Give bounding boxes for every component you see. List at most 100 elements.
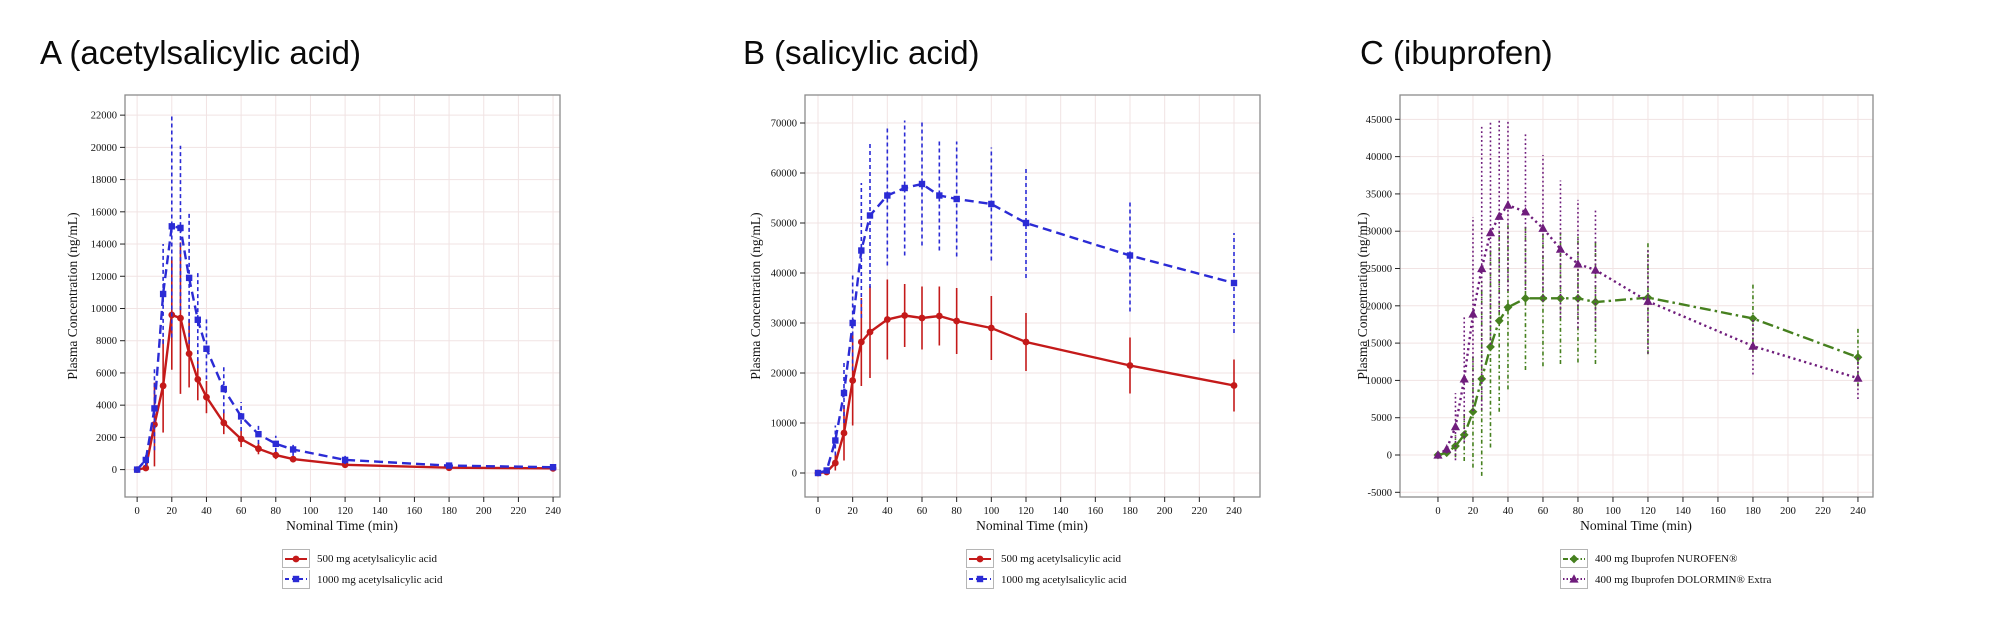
x-tick-label: 160 — [407, 506, 423, 517]
chart-b-xlabel: Nominal Time (min) — [976, 518, 1088, 533]
x-tick-label: 80 — [271, 506, 282, 517]
legend-triangle-marker-icon — [1560, 570, 1588, 589]
x-tick-label: 100 — [983, 506, 999, 517]
legend-item: 1000 mg acetylsalicylic acid — [966, 569, 1127, 590]
y-tick-label: 45000 — [1366, 115, 1392, 126]
legend-label: 500 mg acetylsalicylic acid — [317, 552, 438, 565]
plot-border — [1399, 94, 1874, 498]
y-tick-label: 40000 — [1366, 152, 1392, 163]
x-tick-label: 100 — [303, 506, 319, 517]
y-tick-label: 5000 — [1371, 413, 1392, 424]
legend-item: 500 mg acetylsalicylic acid — [282, 548, 443, 569]
x-tick-label: 160 — [1087, 506, 1103, 517]
y-tick-label: 4000 — [96, 401, 117, 412]
y-tick-label: 60000 — [771, 169, 797, 180]
x-tick-label: 60 — [917, 506, 928, 517]
legend-square-marker-icon — [966, 570, 994, 589]
y-tick-label: 0 — [1387, 451, 1392, 462]
grid — [125, 95, 560, 497]
x-tick-label: 60 — [1538, 506, 1549, 517]
chart-b-canvas: 0 20 40 60 80 100 120 140 160 180 200 220 240 0 10000 2… — [771, 94, 1261, 518]
y-tick-label: 30000 — [771, 319, 797, 330]
series-markers — [133, 223, 557, 473]
legend-label: 1000 mg acetylsalicylic acid — [317, 573, 443, 586]
chart-b-ylabel: Plasma Concentration (ng/mL) — [748, 212, 763, 380]
x-tick-label: 40 — [201, 506, 212, 517]
x-tick-label: 80 — [1573, 506, 1584, 517]
x-tick-label: 220 — [511, 506, 527, 517]
series — [814, 120, 1238, 477]
y-tick-label: 16000 — [91, 207, 117, 218]
y-tick-label: 50000 — [771, 219, 797, 230]
x-tick-label: 40 — [1503, 506, 1514, 517]
x-tick-label: 240 — [1850, 506, 1866, 517]
x-tick-label: 240 — [545, 506, 561, 517]
legend-square-marker-icon — [282, 570, 310, 589]
legend-label: 1000 mg acetylsalicylic acid — [1001, 573, 1127, 586]
x-tick-label: 140 — [1053, 506, 1069, 517]
x-tick-label: 20 — [1468, 506, 1479, 517]
legend-label: 400 mg Ibuprofen NUROFEN® — [1595, 552, 1738, 565]
chart-c-ylabel: Plasma Concentration (ng/mL) — [1355, 212, 1370, 380]
x-tick-label: 40 — [882, 506, 893, 517]
y-tick-label: 30000 — [1366, 227, 1392, 238]
x-tick-label: 220 — [1815, 506, 1831, 517]
panel-b-title: B (salicylic acid) — [743, 34, 980, 71]
chart-c-legend: 400 mg Ibuprofen NUROFEN® 400 mg Ibuprofe… — [1560, 548, 1771, 590]
x-tick-label: 200 — [1157, 506, 1173, 517]
x-tick-label: 120 — [1018, 506, 1034, 517]
series-line — [1437, 296, 1859, 457]
y-tick-label: 0 — [792, 469, 797, 480]
panel-c-title: C (ibuprofen) — [1360, 34, 1553, 71]
x-tick-label: 200 — [476, 506, 492, 517]
x-tick-label: 240 — [1226, 506, 1242, 517]
y-tick-label: 12000 — [91, 272, 117, 283]
x-tick-label: 160 — [1710, 506, 1726, 517]
x-tick-label: 180 — [441, 506, 457, 517]
x-tick-label: 20 — [847, 506, 858, 517]
legend-item: 400 mg Ibuprofen DOLORMIN® Extra — [1560, 569, 1771, 590]
y-tick-label: 8000 — [96, 336, 117, 347]
y-tick-label: 20000 — [1366, 301, 1392, 312]
y-tick-label: 22000 — [91, 111, 117, 122]
y-tick-label: 10000 — [1366, 376, 1392, 387]
chart-c-canvas: 0 20 40 60 80 100 120 140 160 180 200 220 240 -5000 0 5… — [1366, 94, 1874, 517]
chart-b-legend: 500 mg acetylsalicylic acid 1000 mg acety… — [966, 548, 1127, 590]
x-tick-label: 180 — [1745, 506, 1761, 517]
x-tick-label: 120 — [1640, 506, 1656, 517]
y-tick-label: 6000 — [96, 368, 117, 379]
plot-border — [124, 94, 561, 498]
x-tick-label: 140 — [1675, 506, 1691, 517]
y-tick-label: -5000 — [1368, 488, 1393, 499]
legend-circle-marker-icon — [966, 549, 994, 568]
x-tick-label: 180 — [1122, 506, 1138, 517]
grid — [1400, 95, 1873, 497]
series-markers — [814, 180, 1238, 477]
y-tick-label: 35000 — [1366, 189, 1392, 200]
axis-ticks: 0 20 40 60 80 100 120 140 160 180 200 220 240 0 10000 2… — [771, 119, 1242, 518]
legend-label: 500 mg acetylsalicylic acid — [1001, 552, 1122, 565]
legend-item: 500 mg acetylsalicylic acid — [966, 548, 1127, 569]
grid — [805, 95, 1260, 497]
chart-a-canvas: 0 20 40 60 80 100 120 140 160 180 200 220 240 0 2000 40… — [91, 94, 561, 517]
y-tick-label: 20000 — [771, 369, 797, 380]
x-tick-label: 140 — [372, 506, 388, 517]
x-tick-label: 0 — [1435, 506, 1440, 517]
x-tick-label: 200 — [1780, 506, 1796, 517]
x-tick-label: 60 — [236, 506, 247, 517]
legend-item: 1000 mg acetylsalicylic acid — [282, 569, 443, 590]
plot-border — [804, 94, 1261, 498]
y-tick-label: 18000 — [91, 175, 117, 186]
y-tick-label: 20000 — [91, 143, 117, 154]
legend-circle-marker-icon — [282, 549, 310, 568]
x-tick-label: 0 — [135, 506, 140, 517]
panel-a-title: A (acetylsalicylic acid) — [40, 34, 361, 71]
y-tick-label: 25000 — [1366, 264, 1392, 275]
x-tick-label: 220 — [1191, 506, 1207, 517]
x-tick-label: 0 — [815, 506, 820, 517]
series — [814, 279, 1238, 477]
y-tick-label: 70000 — [771, 119, 797, 130]
y-tick-label: 2000 — [96, 433, 117, 444]
legend-item: 400 mg Ibuprofen NUROFEN® — [1560, 548, 1771, 569]
